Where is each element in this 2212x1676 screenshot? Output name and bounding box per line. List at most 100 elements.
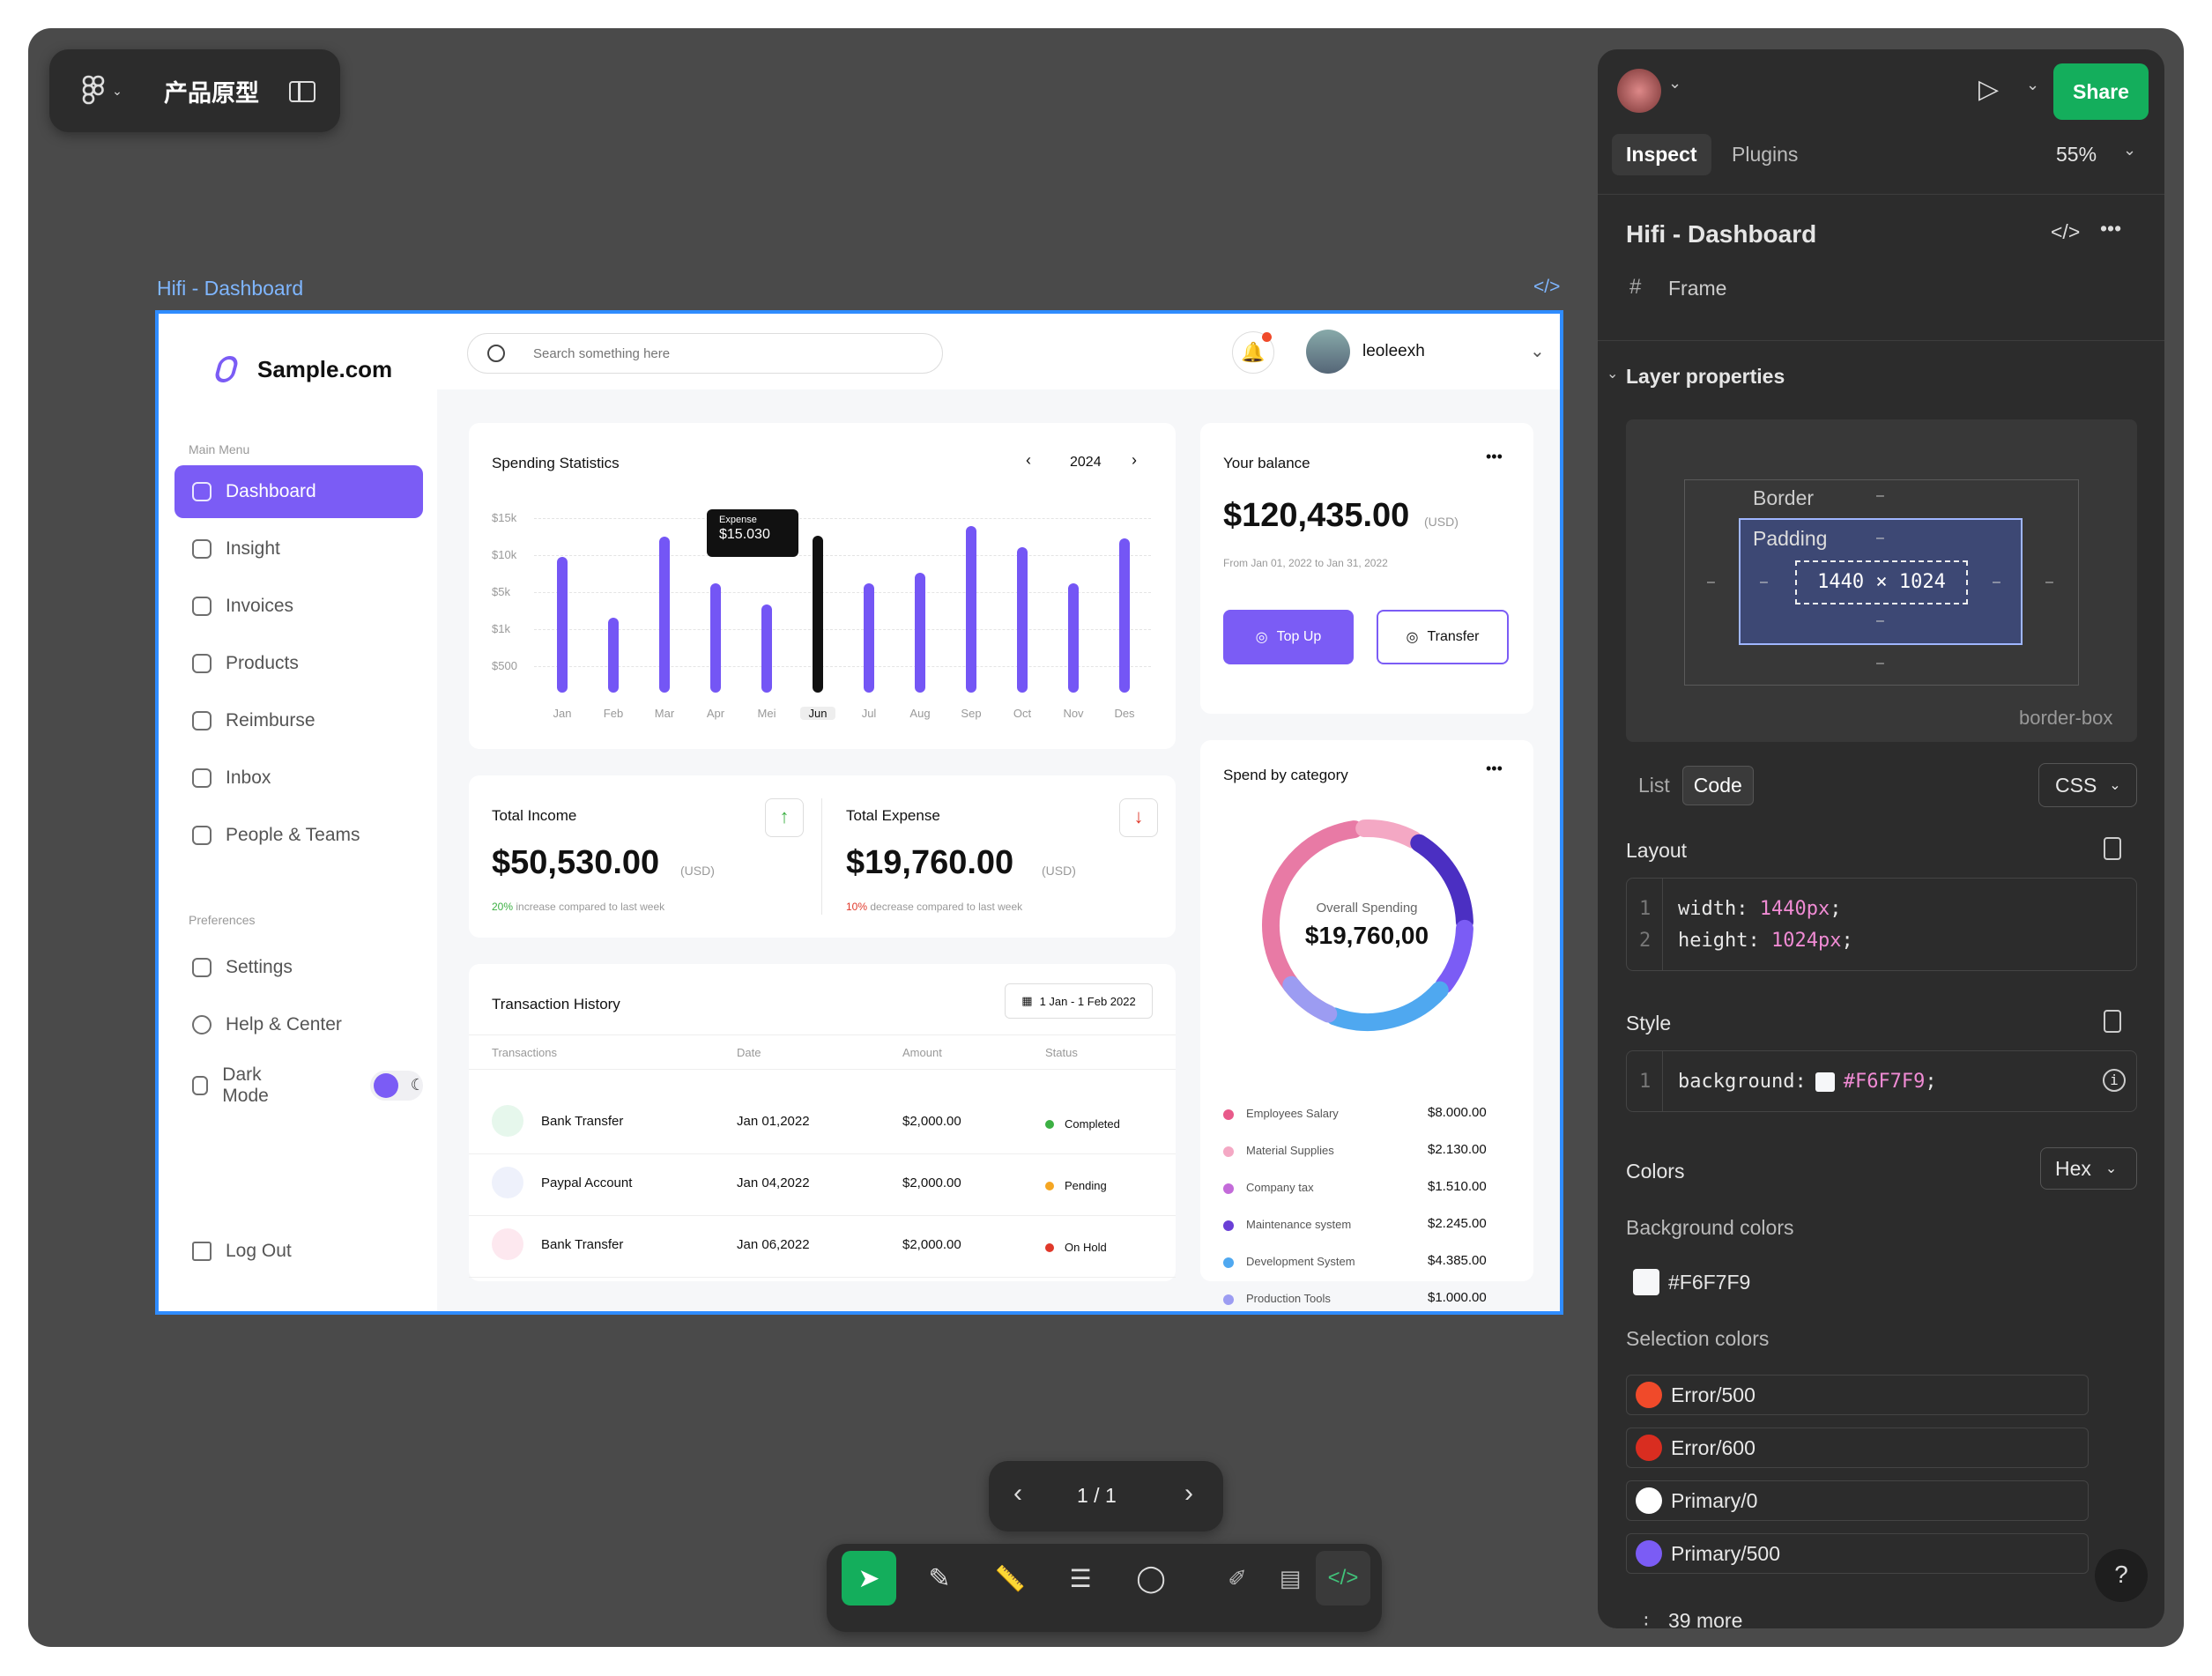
code-icon[interactable]: </> <box>2051 220 2081 243</box>
avatar-chevron-icon[interactable]: ⌄ <box>1668 74 1682 92</box>
user-menu-chevron-icon[interactable]: ⌄ <box>1530 342 1545 361</box>
color-format-select[interactable]: Hex ⌄ <box>2040 1147 2137 1190</box>
more-colors[interactable]: 39 more <box>1668 1609 1743 1628</box>
prev-year-icon[interactable]: ‹ <box>1026 451 1031 469</box>
layout-code[interactable]: 1 width: 1440px; 2 height: 1024px; <box>1626 878 2137 971</box>
present-play-icon[interactable]: ▷ <box>1978 75 2000 104</box>
selection-color-row[interactable]: Error/500 <box>1626 1375 2089 1415</box>
sidebar-toggle-icon[interactable] <box>289 81 315 102</box>
selection-color-row[interactable]: Error/600 <box>1626 1428 2089 1468</box>
comment-tool-icon[interactable]: ◯ <box>1136 1563 1166 1593</box>
category-item: Employees Salary $8.000.00 <box>1223 1105 1514 1126</box>
zoom-level[interactable]: 55% <box>2056 143 2097 166</box>
tooltip-value: $15.030 <box>719 527 770 542</box>
panel-more-icon[interactable]: ••• <box>2100 217 2122 240</box>
copy-style-icon[interactable] <box>2104 1010 2121 1033</box>
figma-menu-icon[interactable]: ⌄ <box>76 74 129 108</box>
measure-tool-icon[interactable]: ▤ <box>1279 1564 1302 1591</box>
x-tick-label: Sep <box>961 707 982 720</box>
nav-settings[interactable]: Settings <box>174 941 423 994</box>
content-size: 1440 × 1024 <box>1795 560 1968 604</box>
nav-invoices[interactable]: Invoices <box>174 580 423 633</box>
col-amount[interactable]: Amount <box>902 1046 942 1059</box>
category-name: Maintenance system <box>1246 1218 1352 1231</box>
bar-jul[interactable] <box>864 582 874 693</box>
table-row[interactable]: Bank Transfer Jan 06,2022 $2,000.00 On Hold <box>469 1216 1176 1278</box>
dev-mode-icon[interactable]: </> <box>1316 1551 1370 1606</box>
frame-label[interactable]: Hifi - Dashboard <box>157 277 304 300</box>
category-more-icon[interactable]: ••• <box>1486 760 1503 777</box>
info-icon[interactable]: i <box>2103 1069 2126 1092</box>
donut-segment[interactable] <box>1282 975 1338 1023</box>
user-avatar-icon[interactable] <box>1617 69 1661 113</box>
bar-feb[interactable] <box>608 617 619 693</box>
copy-layout-icon[interactable] <box>2104 837 2121 860</box>
col-status[interactable]: Status <box>1045 1046 1078 1059</box>
bar-jun[interactable] <box>813 536 823 693</box>
next-year-icon[interactable]: › <box>1132 451 1137 469</box>
nav-logout[interactable]: Log Out <box>174 1225 423 1278</box>
bar-aug[interactable] <box>915 573 925 693</box>
help-button[interactable]: ? <box>2095 1549 2148 1602</box>
col-date[interactable]: Date <box>737 1046 761 1059</box>
file-title[interactable]: 产品原型 <box>164 80 259 107</box>
nav-reimburse[interactable]: Reimburse <box>174 694 423 747</box>
view-code[interactable]: Code <box>1681 765 1754 805</box>
share-button[interactable]: Share <box>2053 63 2149 120</box>
search-input[interactable] <box>533 343 903 364</box>
next-frame-icon[interactable]: › <box>1184 1479 1193 1508</box>
bar-oct[interactable] <box>1017 546 1028 693</box>
balance-more-icon[interactable]: ••• <box>1486 448 1503 465</box>
move-tool-icon[interactable]: ➤ <box>842 1551 896 1606</box>
donut-segment[interactable] <box>1325 981 1449 1031</box>
nav-help[interactable]: Help & Center <box>174 998 423 1051</box>
layer-properties-title[interactable]: Layer properties <box>1626 365 1785 388</box>
style-code[interactable]: 1 background: #F6F7F9; i <box>1626 1050 2137 1112</box>
tab-inspect[interactable]: Inspect <box>1612 134 1711 175</box>
view-list[interactable]: List <box>1638 773 1670 797</box>
user-avatar[interactable] <box>1306 330 1350 374</box>
notes-tool-icon[interactable]: ☰ <box>1069 1564 1092 1592</box>
brand-name: Sample.com <box>257 356 393 382</box>
bg-color-value[interactable]: #F6F7F9 <box>1668 1271 1751 1294</box>
col-transactions: Transactions <box>492 1046 557 1059</box>
table-row[interactable]: Paypal Account Jan 04,2022 $2,000.00 Pendin… <box>469 1154 1176 1216</box>
selection-color-row[interactable]: Primary/500 <box>1626 1533 2089 1574</box>
bar-sep[interactable] <box>966 526 976 693</box>
donut-segment[interactable] <box>1355 819 1422 849</box>
bar-mar[interactable] <box>659 536 670 693</box>
top-up-button[interactable]: ◎ Top Up <box>1223 610 1354 664</box>
bar-mei[interactable] <box>761 604 772 693</box>
dashboard-frame[interactable]: Sample.com Main Menu Dashboard Insight Inv… <box>155 310 1563 1315</box>
table-row[interactable]: Bank Transfer Jan 01,2022 $2,000.00 Complet… <box>469 1093 1176 1154</box>
zoom-chevron-icon[interactable]: ⌄ <box>2123 141 2137 159</box>
notification-bell-icon[interactable]: 🔔 <box>1232 331 1274 374</box>
frame-hash-icon: # <box>1629 275 1642 299</box>
donut-segment[interactable] <box>1435 919 1473 994</box>
transfer-button[interactable]: ◎ Transfer <box>1377 610 1509 664</box>
date-range-button[interactable]: ▦ 1 Jan - 1 Feb 2022 <box>1005 983 1153 1019</box>
eyedropper-tool-icon[interactable]: ✎ <box>928 1563 951 1593</box>
selection-color-row[interactable]: Primary/0 <box>1626 1480 2089 1521</box>
tab-plugins[interactable]: Plugins <box>1732 143 1799 166</box>
bar-des[interactable] <box>1119 538 1130 693</box>
prev-frame-icon[interactable]: ‹ <box>1013 1479 1022 1508</box>
present-chevron-icon[interactable]: ⌄ <box>2026 76 2040 93</box>
nav-products[interactable]: Products <box>174 637 423 690</box>
user-name[interactable]: leoleexh <box>1362 342 1425 360</box>
lang-select[interactable]: CSS ⌄ <box>2038 763 2137 807</box>
donut-segment[interactable] <box>1410 834 1473 931</box>
search-box[interactable] <box>467 333 943 374</box>
nav-insight[interactable]: Insight <box>174 523 423 575</box>
bar-apr[interactable] <box>710 582 721 693</box>
annotate-tool-icon[interactable]: ✐ <box>1228 1564 1247 1591</box>
nav-dashboard[interactable]: Dashboard <box>174 465 423 518</box>
ruler-tool-icon[interactable]: 📏 <box>994 1564 1026 1592</box>
layer-props-chevron-icon[interactable]: ⌄ <box>1607 367 1619 382</box>
dark-mode-toggle[interactable]: ☾ <box>369 1071 425 1101</box>
nav-inbox[interactable]: Inbox <box>174 752 423 805</box>
bar-nov[interactable] <box>1068 582 1079 693</box>
bar-jan[interactable] <box>557 557 568 693</box>
nav-people-teams[interactable]: People & Teams <box>174 809 423 862</box>
frame-code-icon[interactable]: </> <box>1533 277 1561 297</box>
